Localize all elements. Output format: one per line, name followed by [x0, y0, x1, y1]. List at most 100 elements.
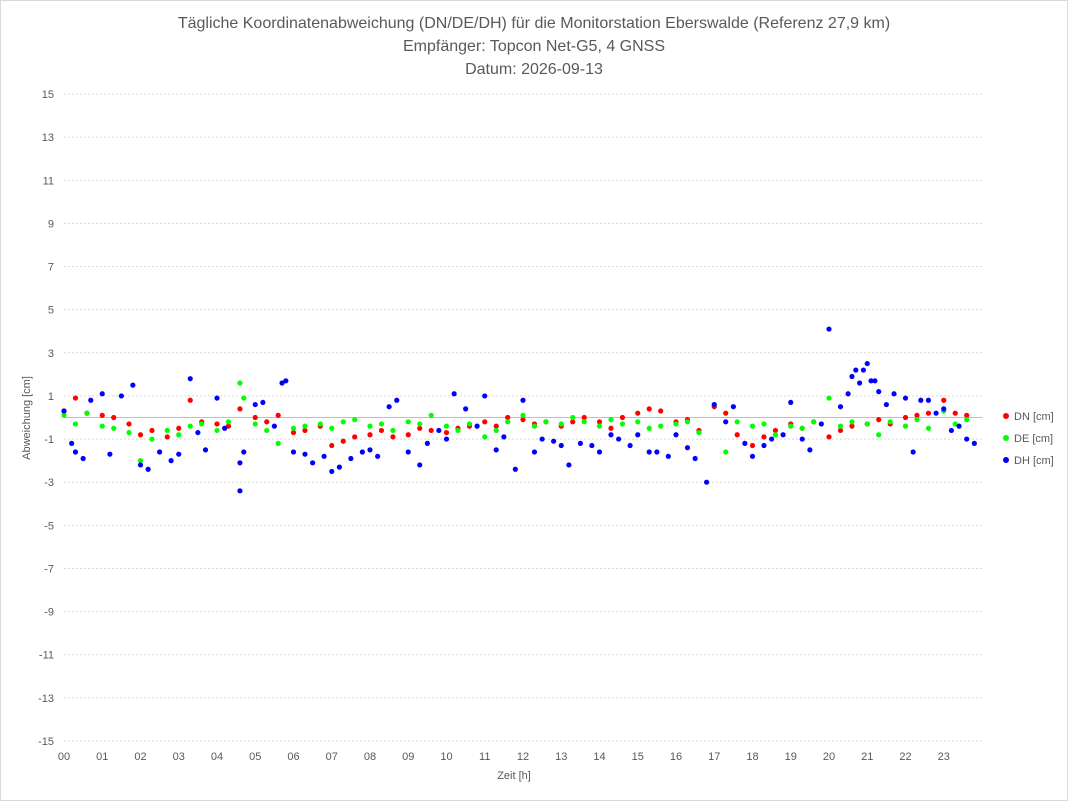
y-tick-label: -3	[44, 477, 54, 489]
data-point	[137, 462, 144, 468]
data-point	[428, 427, 434, 434]
y-tick-label: 5	[48, 305, 54, 317]
data-point	[589, 442, 595, 449]
data-point	[811, 419, 817, 425]
data-point	[566, 462, 572, 468]
data-point	[237, 380, 243, 386]
data-point	[443, 423, 450, 429]
data-point	[214, 395, 220, 401]
data-point	[126, 429, 132, 436]
data-point	[837, 427, 844, 434]
y-tick-label: -15	[38, 736, 54, 748]
data-point	[359, 449, 365, 455]
data-point	[570, 419, 576, 425]
data-point	[673, 421, 679, 427]
data-point	[520, 397, 526, 403]
y-tick-label: 3	[48, 348, 54, 360]
data-point	[692, 455, 698, 462]
x-tick-label: 10	[440, 751, 452, 763]
data-point	[788, 399, 794, 406]
data-point	[864, 360, 870, 367]
data-point	[665, 453, 671, 459]
data-point	[769, 436, 775, 442]
data-point	[711, 401, 717, 408]
data-point	[543, 419, 549, 425]
data-point	[531, 423, 538, 429]
data-point	[581, 419, 587, 425]
data-point	[237, 406, 243, 412]
data-point	[474, 423, 480, 429]
data-point	[788, 423, 794, 429]
data-point	[964, 417, 970, 423]
data-point	[264, 419, 270, 425]
data-point	[883, 401, 889, 408]
x-tick-label: 18	[746, 751, 758, 763]
data-point	[72, 449, 79, 455]
data-point	[137, 432, 144, 438]
data-point	[493, 423, 499, 429]
data-point	[443, 429, 450, 436]
data-point	[837, 404, 844, 410]
y-tick-label: -9	[44, 607, 54, 619]
data-point	[99, 412, 105, 418]
data-point	[99, 423, 105, 429]
data-point	[302, 423, 308, 429]
x-tick-label: 17	[708, 751, 720, 763]
data-point	[749, 453, 756, 459]
data-point	[799, 425, 805, 431]
data-point	[872, 378, 878, 384]
data-point	[723, 410, 729, 416]
data-point	[214, 427, 220, 434]
data-point	[225, 423, 232, 429]
data-point	[283, 378, 289, 384]
data-point	[658, 408, 664, 414]
data-point	[761, 442, 767, 449]
data-point	[902, 414, 909, 421]
data-point	[352, 417, 358, 423]
data-point	[864, 421, 870, 427]
data-point	[424, 440, 430, 446]
data-point	[61, 412, 67, 418]
x-tick-label: 03	[173, 751, 185, 763]
data-point	[367, 447, 373, 453]
series-de	[61, 380, 970, 464]
data-point	[887, 419, 893, 425]
y-tick-label: 7	[48, 262, 54, 274]
data-point	[876, 432, 882, 438]
data-point	[619, 421, 626, 427]
data-point	[417, 425, 423, 431]
x-tick-label: 02	[134, 751, 146, 763]
legend-label: DN [cm]	[1014, 411, 1054, 423]
legend-marker	[1003, 435, 1009, 441]
data-point	[505, 419, 511, 425]
data-point	[730, 404, 736, 410]
data-point	[302, 451, 308, 457]
data-point	[241, 395, 247, 401]
data-point	[157, 449, 163, 455]
data-point	[340, 438, 346, 444]
chart-title-line-1: Tägliche Koordinatenabweichung (DN/DE/DH…	[178, 15, 890, 32]
data-point	[849, 419, 855, 425]
data-point	[956, 423, 962, 429]
data-point	[271, 423, 277, 429]
data-point	[237, 488, 243, 494]
legend: DN [cm] DE [cm] DH [cm]	[1003, 411, 1054, 467]
data-point	[749, 423, 756, 429]
data-point	[910, 449, 916, 455]
data-point	[493, 447, 499, 453]
data-point	[964, 412, 970, 418]
data-point	[340, 419, 346, 425]
data-point	[952, 421, 958, 427]
data-point	[252, 414, 258, 421]
x-tick-label: 23	[938, 751, 950, 763]
data-point	[329, 442, 335, 449]
data-point	[88, 397, 94, 403]
data-point	[845, 391, 851, 397]
data-point	[378, 427, 385, 434]
data-point	[279, 380, 285, 386]
data-point	[321, 453, 327, 459]
x-tick-label: 00	[58, 751, 70, 763]
data-point	[176, 432, 182, 438]
y-tick-label: -5	[44, 520, 54, 532]
x-tick-label: 04	[211, 751, 223, 763]
